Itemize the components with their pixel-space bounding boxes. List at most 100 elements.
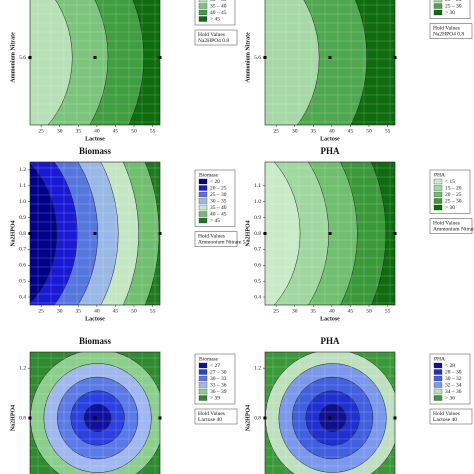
- legend-swatch: [433, 3, 443, 9]
- legend-label: > 45: [210, 17, 220, 23]
- hold-point: [93, 56, 97, 59]
- legend-swatch: [198, 3, 208, 9]
- legend-label: > 30: [445, 205, 455, 211]
- x-tick-label: 45: [348, 308, 354, 314]
- hold-text: Lactose 40: [433, 417, 457, 423]
- hold-box: [429, 408, 473, 425]
- y-tick-label: 1.2: [254, 365, 261, 371]
- hold-box: [194, 29, 238, 46]
- x-tick-label: 30: [292, 128, 298, 134]
- hold-text: Ammonium Nitrate 5: [198, 239, 246, 245]
- hold-point: [158, 232, 162, 235]
- legend-swatch: [198, 0, 208, 3]
- x-axis-label: Lactose: [85, 316, 105, 322]
- legend-label: 36 – 39: [210, 389, 227, 395]
- legend-swatch: [198, 9, 208, 16]
- y-tick-label: 0.5: [254, 278, 261, 284]
- legend-label: 20 – 25: [445, 0, 462, 3]
- legend-label: 30 – 35: [210, 199, 227, 205]
- legend-label: 25 – 30: [445, 199, 462, 205]
- legend-label: 25 – 30: [445, 4, 462, 10]
- legend-swatch: [198, 204, 208, 211]
- legend-label: 32 – 34: [445, 383, 462, 389]
- x-tick-label: 50: [131, 128, 137, 134]
- x-tick-label: 40: [329, 128, 335, 134]
- hold-box: [429, 23, 473, 39]
- legend-swatch: [198, 217, 208, 224]
- legend-title: PHA: [434, 356, 445, 362]
- legend-label: 35 – 40: [210, 4, 227, 10]
- legend-label: 40 – 45: [210, 212, 227, 218]
- panel: PHA 1.1 1.0 0.9 0.8 0.7 0.6 0.5 0.4 25 30 35 40 45 50 5…: [245, 146, 474, 322]
- x-tick-label: 45: [113, 128, 119, 134]
- panel-title: Biomass: [79, 146, 112, 156]
- x-tick-label: 25: [38, 128, 44, 134]
- legend-label: 27 – 30: [210, 370, 227, 376]
- x-tick-label: 40: [94, 308, 100, 314]
- x-tick-label: 30: [57, 308, 63, 314]
- hold-text: Na2HPO4 0.8: [198, 38, 229, 44]
- hold-box: [429, 218, 473, 234]
- x-tick-label: 35: [76, 128, 82, 134]
- hold-point: [393, 232, 397, 235]
- legend-swatch: [433, 369, 443, 375]
- legend-swatch: [433, 9, 443, 16]
- legend-swatch: [433, 375, 443, 382]
- legend-title: Biomass: [199, 356, 218, 362]
- contours: [30, 352, 160, 474]
- contours: [265, 352, 395, 474]
- x-tick-label: 25: [273, 308, 279, 314]
- x-tick-label: 30: [292, 308, 298, 314]
- hold-text: Lactose 40: [198, 417, 222, 423]
- legend-swatch: [198, 198, 208, 204]
- legend-swatch: [433, 382, 443, 388]
- y-tick-label: 1.1: [19, 183, 26, 189]
- x-axis-label: Lactose: [320, 316, 340, 322]
- panel-title: PHA: [321, 336, 340, 346]
- contour-band: [83, 404, 112, 432]
- hold-point: [393, 56, 397, 59]
- legend-label: 33 – 36: [210, 383, 227, 389]
- y-axis-label: Ammonium Nitrate: [10, 32, 16, 83]
- legend-swatch: [433, 388, 443, 395]
- contour-band: [265, 162, 301, 305]
- hold-text: Hold Values: [433, 25, 460, 31]
- x-tick-label: 45: [348, 128, 354, 134]
- hold-text: Hold Values: [198, 233, 225, 239]
- panel: 5.6 25 30 35 40 45 50 55 Lactose Ammonium Nitrate…: [10, 0, 238, 142]
- panel: 5.6 25 30 35 40 45 50 55 Lactose Ammonium Nitrate…: [245, 0, 473, 142]
- legend-swatch: [433, 191, 443, 198]
- panel-title: PHA: [321, 146, 340, 156]
- x-tick-label: 25: [273, 128, 279, 134]
- legend-swatch: [198, 16, 208, 22]
- panel: Biomass 1.2 1.1 1.0 0.9 0.8 0.7 0.6 0.5 0.4 25 30 35…: [10, 146, 246, 322]
- x-tick-label: 35: [311, 308, 317, 314]
- x-tick-label: 50: [131, 308, 137, 314]
- x-tick-label: 35: [76, 308, 82, 314]
- contours: [30, 0, 160, 125]
- x-tick-label: 40: [94, 128, 100, 134]
- legend-swatch: [198, 362, 208, 369]
- y-tick-label: 0.4: [254, 294, 261, 300]
- x-tick-label: 35: [311, 128, 317, 134]
- legend-label: > 30: [445, 10, 455, 16]
- legend-swatch: [433, 204, 443, 211]
- y-axis-label: Na2HPO4: [10, 405, 16, 431]
- legend-label: 20 – 25: [210, 186, 227, 192]
- legend-label: 20 – 25: [445, 192, 462, 198]
- legend-label: < 28: [445, 363, 455, 369]
- hold-text: Hold Values: [198, 32, 225, 38]
- y-tick-label: 0.8: [19, 415, 26, 421]
- x-tick-label: 50: [366, 128, 372, 134]
- legend-swatch: [198, 369, 208, 375]
- legend-label: 30 – 32: [445, 376, 462, 382]
- legend-swatch: [433, 178, 443, 185]
- legend-swatch: [198, 388, 208, 395]
- legend-swatch: [198, 382, 208, 388]
- hold-point: [328, 232, 332, 235]
- y-tick-label: 1.0: [19, 199, 26, 205]
- legend-swatch: [198, 211, 208, 217]
- hold-point: [158, 416, 162, 420]
- legend-label: 28 – 30: [445, 370, 462, 376]
